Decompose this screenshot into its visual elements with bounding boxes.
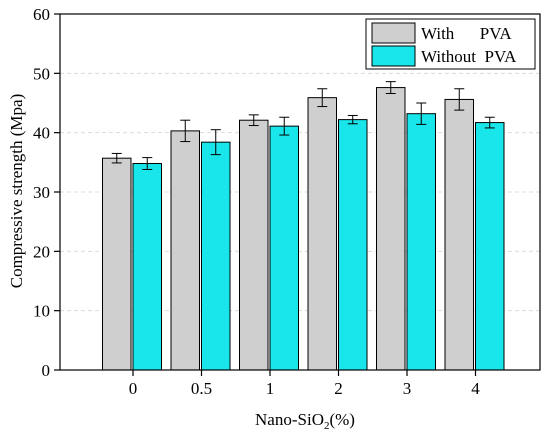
bar-with-pva	[170, 130, 200, 371]
legend-label-without-pva: Without PVA	[421, 47, 517, 66]
y-axis-ticks: 0 10 20 30 40 50 60	[33, 5, 60, 380]
x-tick-label: 0	[129, 379, 138, 398]
y-tick-label: 0	[42, 361, 51, 380]
x-axis-label: Nano-SiO2(%)	[255, 410, 355, 432]
bar-with-pva	[376, 87, 406, 371]
x-axis-label-suffix: (%)	[329, 410, 354, 429]
y-axis-label: Compressive strength (Mpa)	[7, 94, 26, 289]
bar-without-pva	[201, 141, 231, 371]
bar-with-pva	[444, 98, 474, 371]
legend-swatch-without-pva	[371, 45, 416, 67]
error-bars	[111, 81, 495, 170]
x-tick-label: 0.5	[191, 379, 212, 398]
bar-without-pva	[132, 163, 162, 371]
bars	[102, 87, 505, 371]
bar-without-pva	[475, 122, 505, 371]
y-tick-label: 60	[33, 5, 50, 24]
bar-without-pva	[338, 119, 368, 371]
y-tick-label: 10	[33, 302, 50, 321]
legend-label-with-pva: With PVA	[421, 24, 512, 43]
y-tick-label: 50	[33, 64, 50, 83]
y-tick-label: 40	[33, 124, 50, 143]
bar-without-pva	[406, 113, 436, 371]
x-axis-label-subscript: 2	[324, 420, 330, 432]
x-tick-label: 1	[266, 379, 275, 398]
x-axis-ticks: 0 0.5 1 2 3 4	[129, 370, 480, 398]
x-tick-label: 2	[334, 379, 343, 398]
legend: With PVA Without PVA	[365, 18, 536, 70]
x-tick-label: 4	[471, 379, 480, 398]
legend-swatch-with-pva	[371, 22, 416, 44]
bar-with-pva	[102, 157, 132, 371]
bar-with-pva	[239, 119, 269, 371]
bar-with-pva	[307, 97, 337, 371]
y-tick-label: 30	[33, 183, 50, 202]
x-axis-label-main: Nano-SiO	[255, 410, 324, 429]
x-tick-label: 3	[403, 379, 412, 398]
y-tick-label: 20	[33, 242, 50, 261]
bar-without-pva	[269, 125, 299, 371]
